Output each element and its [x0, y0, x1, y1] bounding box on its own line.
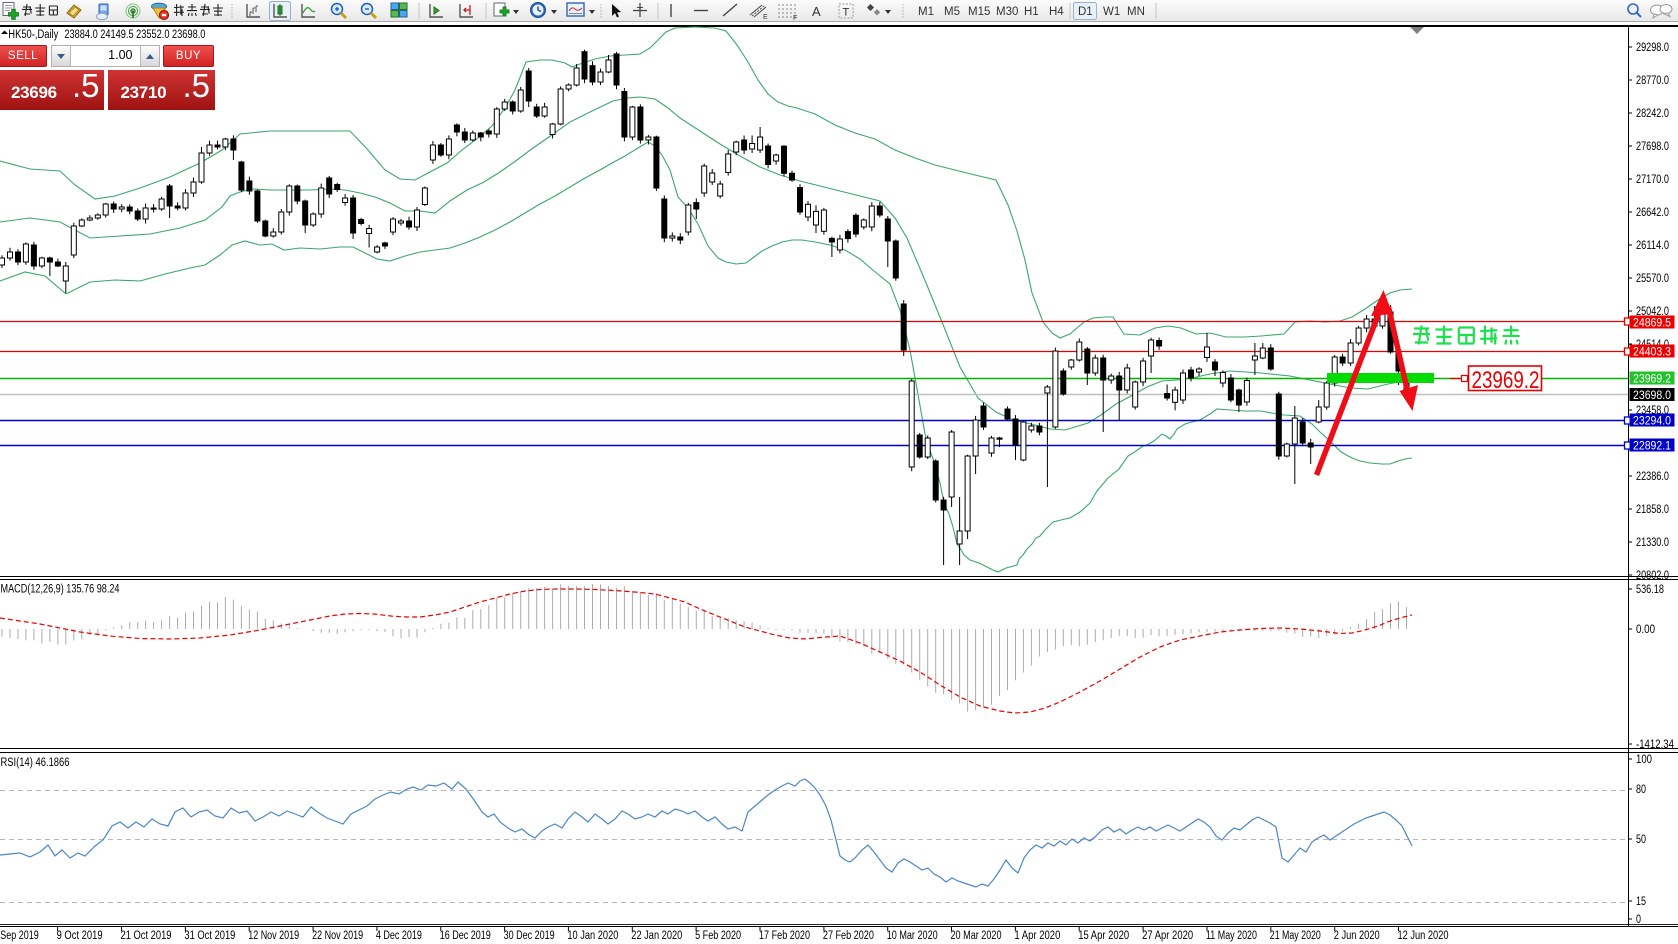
svg-text:27698.0: 27698.0 — [1636, 141, 1669, 153]
svg-text:MN: MN — [1127, 6, 1145, 18]
svg-text:12 Nov 2019: 12 Nov 2019 — [248, 930, 299, 942]
svg-text:D1: D1 — [1078, 6, 1093, 18]
svg-text:27170.0: 27170.0 — [1636, 174, 1669, 186]
svg-text:0: 0 — [1636, 914, 1641, 926]
svg-text:20802.0: 20802.0 — [1636, 570, 1669, 582]
svg-text:20 Mar 2020: 20 Mar 2020 — [951, 930, 1002, 942]
svg-text:80: 80 — [1636, 784, 1646, 796]
svg-text:10 Jan 2020: 10 Jan 2020 — [567, 930, 618, 942]
svg-text:T: T — [843, 7, 850, 19]
svg-text:23884.0 24149.5 23552.0 23698.: 23884.0 24149.5 23552.0 23698.0 — [64, 29, 205, 41]
svg-text:11 May 2020: 11 May 2020 — [1206, 930, 1257, 942]
svg-text:31 Oct 2019: 31 Oct 2019 — [184, 930, 235, 942]
svg-text:22386.0: 22386.0 — [1636, 471, 1669, 483]
svg-text:2 Jun 2020: 2 Jun 2020 — [1334, 930, 1380, 942]
svg-text:12 Jun 2020: 12 Jun 2020 — [1398, 930, 1449, 942]
svg-text:15: 15 — [1636, 896, 1646, 908]
svg-text:4 Dec 2019: 4 Dec 2019 — [376, 930, 422, 942]
svg-text:24403.3: 24403.3 — [1633, 347, 1671, 359]
svg-text:16 Dec 2019: 16 Dec 2019 — [440, 930, 491, 942]
svg-text:H1: H1 — [1024, 6, 1039, 18]
svg-text:100: 100 — [1636, 754, 1652, 766]
svg-text:21 May 2020: 21 May 2020 — [1270, 930, 1321, 942]
svg-text:HK50-,Daily: HK50-,Daily — [8, 29, 58, 41]
svg-text:27 Apr 2020: 27 Apr 2020 — [1142, 930, 1193, 942]
svg-text:25570.0: 25570.0 — [1636, 273, 1669, 285]
svg-text:W1: W1 — [1103, 6, 1120, 18]
svg-text:28242.0: 28242.0 — [1636, 108, 1669, 120]
svg-text:23969.2: 23969.2 — [1472, 367, 1540, 394]
svg-text:28770.0: 28770.0 — [1636, 75, 1669, 87]
svg-text:1 Apr 2020: 1 Apr 2020 — [1014, 930, 1060, 942]
svg-text:9 Oct 2019: 9 Oct 2019 — [57, 930, 103, 942]
svg-text:M30: M30 — [996, 6, 1018, 18]
svg-text:5 Feb 2020: 5 Feb 2020 — [695, 930, 741, 942]
svg-text:-1412.34: -1412.34 — [1636, 739, 1674, 751]
svg-text:15 Apr 2020: 15 Apr 2020 — [1078, 930, 1129, 942]
svg-text:24869.5: 24869.5 — [1633, 318, 1671, 330]
svg-text:H4: H4 — [1049, 6, 1064, 18]
svg-text:21 Oct 2019: 21 Oct 2019 — [121, 930, 172, 942]
svg-text:17 Feb 2020: 17 Feb 2020 — [759, 930, 810, 942]
svg-text:MACD(12,26,9) 135.76 98.24: MACD(12,26,9) 135.76 98.24 — [1, 584, 120, 596]
svg-text:30 Dec 2019: 30 Dec 2019 — [504, 930, 555, 942]
svg-text:26642.0: 26642.0 — [1636, 207, 1669, 219]
svg-text:50: 50 — [1636, 834, 1646, 846]
svg-text:M15: M15 — [968, 6, 990, 18]
svg-text:A: A — [812, 4, 821, 19]
svg-text:22 Jan 2020: 22 Jan 2020 — [631, 930, 682, 942]
svg-text:23969.2: 23969.2 — [1633, 374, 1671, 386]
svg-text:21858.0: 21858.0 — [1636, 504, 1669, 516]
svg-text:29298.0: 29298.0 — [1636, 42, 1669, 54]
svg-text:23294.0: 23294.0 — [1633, 416, 1671, 428]
svg-text:5 Sep 2019: 5 Sep 2019 — [0, 930, 39, 942]
svg-text:RSI(14) 46.1866: RSI(14) 46.1866 — [1, 757, 70, 769]
svg-text:536.18: 536.18 — [1636, 584, 1664, 596]
svg-text:22 Nov 2019: 22 Nov 2019 — [312, 930, 363, 942]
svg-text:10 Mar 2020: 10 Mar 2020 — [887, 930, 938, 942]
svg-text:0.00: 0.00 — [1636, 624, 1655, 636]
svg-text:E: E — [763, 14, 768, 21]
svg-text:25042.0: 25042.0 — [1636, 306, 1669, 318]
svg-text:21330.0: 21330.0 — [1636, 537, 1669, 549]
svg-text:M5: M5 — [944, 6, 960, 18]
svg-text:27 Feb 2020: 27 Feb 2020 — [823, 930, 874, 942]
svg-text:22892.1: 22892.1 — [1633, 441, 1671, 453]
svg-text:M1: M1 — [918, 6, 934, 18]
svg-text:23698.0: 23698.0 — [1633, 390, 1671, 402]
svg-text:F: F — [793, 15, 797, 22]
svg-text:26114.0: 26114.0 — [1636, 240, 1669, 252]
